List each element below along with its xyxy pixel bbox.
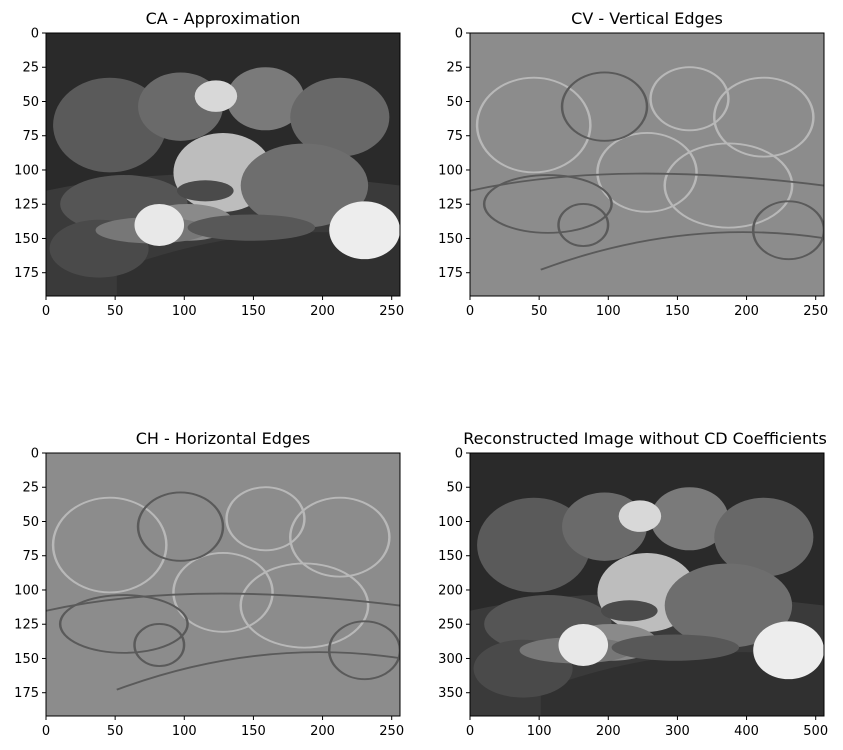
x-tick-label: 50 [531,304,548,319]
y-tick-label: 100 [14,163,39,178]
y-tick-label: 0 [455,447,463,462]
y-tick-label: 150 [14,232,39,247]
y-tick-label: 125 [438,198,463,213]
y-tick-label: 0 [31,447,39,462]
x-tick-label: 250 [379,304,404,319]
axes-frame [469,452,825,717]
panel-title: CA - Approximation [146,9,301,28]
y-tick-label: 350 [438,686,463,701]
x-tick-label: 150 [241,724,266,739]
y-tick-label: 0 [455,27,463,42]
x-tick-label: 100 [172,304,197,319]
y-tick-label: 175 [438,266,463,281]
x-tick-label: 250 [379,724,404,739]
x-tick-label: 50 [107,724,124,739]
y-tick-label: 100 [14,583,39,598]
x-tick-label: 150 [665,304,690,319]
x-tick-label: 150 [241,304,266,319]
panel-title: CV - Vertical Edges [571,9,723,28]
x-tick-label: 250 [803,304,828,319]
x-tick-label: 500 [803,724,828,739]
image-vertical-edges [470,33,824,296]
y-tick-label: 300 [438,652,463,667]
x-axis-ticks: 0 50 100 150 200 250 [42,296,404,319]
x-axis-ticks: 0 50 100 150 200 250 [42,716,404,739]
axes-frame [469,32,825,297]
x-axis-ticks: 0 50 100 150 200 250 [466,296,828,319]
y-tick-label: 0 [31,27,39,42]
y-tick-label: 75 [22,549,39,564]
y-tick-label: 25 [446,61,463,76]
y-tick-label: 100 [438,515,463,530]
y-axis-ticks: 0 25 50 75 100 125 150 175 [14,447,46,701]
panel-vertical-edges: CV - Vertical Edges 0 50 100 150 200 250 0 25 5… [438,9,828,319]
x-tick-label: 50 [107,304,124,319]
x-tick-label: 400 [734,724,759,739]
panel-horizontal-edges: CH - Horizontal Edges 0 50 100 150 200 250 0 2… [14,429,404,739]
y-tick-label: 175 [14,686,39,701]
y-axis-ticks: 0 25 50 75 100 125 150 175 [438,27,470,281]
x-tick-label: 0 [42,304,50,319]
panel-title: Reconstructed Image without CD Coefficie… [463,429,827,448]
x-tick-label: 100 [172,724,197,739]
x-tick-label: 0 [466,304,474,319]
image-horizontal-edges [46,453,400,716]
y-tick-label: 150 [438,549,463,564]
y-tick-label: 25 [22,61,39,76]
x-tick-label: 300 [665,724,690,739]
y-tick-label: 50 [446,95,463,110]
y-tick-label: 50 [446,481,463,496]
y-axis-ticks: 0 25 50 75 100 125 150 175 [14,27,46,281]
axes-frame [45,452,401,717]
y-tick-label: 250 [438,618,463,633]
y-tick-label: 75 [22,129,39,144]
x-tick-label: 0 [466,724,474,739]
x-tick-label: 200 [596,724,621,739]
image-approximation [46,33,400,296]
y-tick-label: 75 [446,129,463,144]
y-tick-label: 100 [438,163,463,178]
panel-reconstructed: Reconstructed Image without CD Coefficie… [438,429,828,739]
x-tick-label: 100 [527,724,552,739]
image-reconstructed [470,453,824,716]
axes-frame [45,32,401,297]
y-tick-label: 200 [438,583,463,598]
y-tick-label: 50 [22,515,39,530]
x-tick-label: 0 [42,724,50,739]
x-tick-label: 200 [310,724,335,739]
x-tick-label: 200 [734,304,759,319]
x-tick-label: 100 [596,304,621,319]
y-tick-label: 150 [14,652,39,667]
y-axis-ticks: 0 50 100 150 200 250 300 350 [438,447,470,701]
x-tick-label: 200 [310,304,335,319]
y-tick-label: 25 [22,481,39,496]
y-tick-label: 175 [14,266,39,281]
panel-title: CH - Horizontal Edges [136,429,311,448]
panel-approximation: CA - Approximation 0 50 100 150 200 250 0 25 50… [14,9,404,319]
x-axis-ticks: 0 100 200 300 400 500 [466,716,828,739]
y-tick-label: 50 [22,95,39,110]
y-tick-label: 150 [438,232,463,247]
y-tick-label: 125 [14,198,39,213]
y-tick-label: 125 [14,618,39,633]
